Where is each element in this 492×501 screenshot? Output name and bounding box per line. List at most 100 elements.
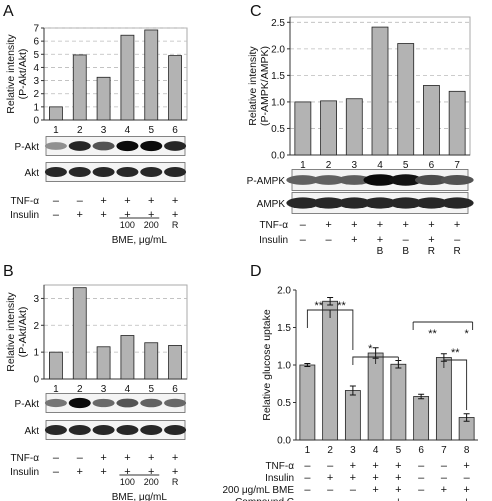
blot-band-c bbox=[389, 197, 423, 209]
panel-letter-c: C bbox=[250, 3, 262, 20]
blot-band-c bbox=[312, 175, 346, 185]
y-tick-label-c: 1.5 bbox=[271, 71, 285, 82]
treatment-mark-a: + bbox=[100, 195, 106, 207]
x-tick-label-a: 5 bbox=[148, 125, 154, 136]
y-tick-label-c: 2.5 bbox=[271, 18, 285, 29]
blot-label-c: P-AMPK bbox=[247, 176, 286, 187]
y-axis-label-a: Relative intensity bbox=[5, 34, 17, 114]
blot-band-c bbox=[440, 175, 474, 185]
blot-band-a bbox=[68, 141, 91, 151]
treatment-mark-d: – bbox=[327, 484, 334, 496]
treatment-mark-b: – bbox=[77, 452, 84, 464]
treatment-mark-c: + bbox=[325, 219, 331, 231]
y-tick-label-d: 2.0 bbox=[277, 286, 291, 297]
dose-label-b: 200 bbox=[144, 477, 159, 487]
treatment-label-b: TNF-α bbox=[10, 453, 39, 464]
blot-band-c bbox=[440, 197, 474, 209]
bar-a-5 bbox=[144, 29, 159, 121]
treatment-mark-c: – bbox=[326, 234, 333, 246]
treatment-mark-a: – bbox=[53, 195, 60, 207]
treatment-mark-a: + bbox=[148, 209, 154, 221]
treatment-mark-d: – bbox=[418, 484, 425, 496]
treatment-mark-a: + bbox=[172, 209, 178, 221]
bar-b-5 bbox=[144, 342, 159, 380]
dose-label-a: 100 bbox=[120, 220, 135, 230]
x-tick-label-c: 1 bbox=[300, 160, 306, 171]
treatment-mark-b: + bbox=[124, 466, 130, 478]
dose-label-b: 100 bbox=[120, 477, 135, 487]
treatment-mark-a: + bbox=[124, 209, 130, 221]
y-tick-label-c: 0.5 bbox=[271, 124, 285, 135]
x-tick-label-b: 3 bbox=[101, 384, 107, 395]
treatment-mark-d: + bbox=[463, 496, 469, 501]
y-tick-label-a: 6 bbox=[33, 37, 39, 48]
x-tick-label-d: 2 bbox=[327, 445, 333, 456]
x-tick-label-d: 7 bbox=[441, 445, 447, 456]
bar-a-2 bbox=[72, 54, 87, 121]
sig-bracket-7-8 bbox=[443, 359, 468, 410]
blot-band-b bbox=[92, 425, 115, 435]
treatment-mark-d: – bbox=[418, 472, 425, 484]
y-tick-label-c: 1.0 bbox=[271, 97, 285, 108]
treatment-mark-b: + bbox=[148, 452, 154, 464]
y-tick-label-b: 0 bbox=[33, 375, 39, 386]
blot-band-a bbox=[116, 140, 139, 152]
blot-band-b bbox=[140, 425, 163, 435]
treatment-mark-d: – bbox=[418, 496, 425, 501]
bme-label-a: BME, μg/mL bbox=[112, 235, 168, 246]
bme-label-b: BME, μg/mL bbox=[112, 492, 168, 501]
y-tick-label-a: 2 bbox=[33, 89, 39, 100]
y-axis-label-b: (P-Akt/Akt) bbox=[17, 307, 29, 358]
treatment-mark-c: + bbox=[377, 219, 383, 231]
x-tick-label-c: 3 bbox=[352, 160, 358, 171]
blot-band-b bbox=[164, 425, 187, 435]
y-tick-label-c: 0.0 bbox=[271, 151, 285, 162]
blot-band-a bbox=[68, 167, 91, 177]
blot-band-a bbox=[140, 167, 163, 177]
bar-a-3 bbox=[96, 76, 111, 121]
blot-band-c bbox=[286, 175, 320, 185]
treatment-label-b: Insulin bbox=[10, 467, 39, 478]
y-tick-label-a: 1 bbox=[33, 102, 39, 113]
treatment-mark-d: + bbox=[350, 460, 356, 472]
bar-b-1 bbox=[49, 351, 63, 380]
blot-band-c bbox=[389, 174, 423, 186]
bar-c-1 bbox=[294, 101, 312, 156]
bar-d-6 bbox=[413, 396, 430, 441]
treatment-mark-d: + bbox=[395, 496, 401, 501]
blot-band-c bbox=[337, 197, 371, 209]
treatment-mark-d: + bbox=[372, 484, 378, 496]
y-tick-label-a: 0 bbox=[33, 116, 39, 127]
x-tick-label-a: 3 bbox=[101, 125, 107, 136]
sig-bracket-2-3 bbox=[329, 309, 354, 350]
x-tick-label-d: 5 bbox=[396, 445, 402, 456]
significance-mark-d: ** bbox=[337, 300, 346, 312]
treatment-mark-d: + bbox=[350, 472, 356, 484]
plot-area-a bbox=[43, 27, 188, 121]
treatment-mark-d: – bbox=[304, 484, 311, 496]
treatment-mark-a: + bbox=[148, 195, 154, 207]
blot-label-b: P-Akt bbox=[15, 399, 40, 410]
y-tick-label-b: 3 bbox=[33, 294, 39, 305]
x-tick-label-b: 6 bbox=[172, 384, 178, 395]
x-tick-label-a: 4 bbox=[125, 125, 131, 136]
x-tick-label-c: 4 bbox=[377, 160, 383, 171]
blot-band-c bbox=[363, 197, 397, 209]
dose-label-b: R bbox=[172, 477, 179, 487]
treatment-mark-d: + bbox=[395, 472, 401, 484]
treatment-mark-d: + bbox=[463, 460, 469, 472]
treatment-label-d: Insulin bbox=[265, 473, 294, 484]
inhibitor-label-c: R bbox=[454, 246, 461, 257]
treatment-mark-d: – bbox=[304, 472, 311, 484]
blot-band-a bbox=[116, 167, 139, 177]
bar-d-3 bbox=[344, 390, 361, 441]
blot-label-b: Akt bbox=[25, 426, 40, 437]
treatment-mark-c: + bbox=[351, 234, 357, 246]
bar-d-7 bbox=[435, 357, 452, 441]
y-tick-label-d: 1.0 bbox=[277, 361, 291, 372]
x-tick-label-d: 1 bbox=[305, 445, 311, 456]
blot-label-a: P-Akt bbox=[15, 142, 40, 153]
blot-band-b bbox=[44, 425, 67, 435]
dose-label-a: R bbox=[172, 220, 179, 230]
x-tick-label-c: 5 bbox=[403, 160, 409, 171]
